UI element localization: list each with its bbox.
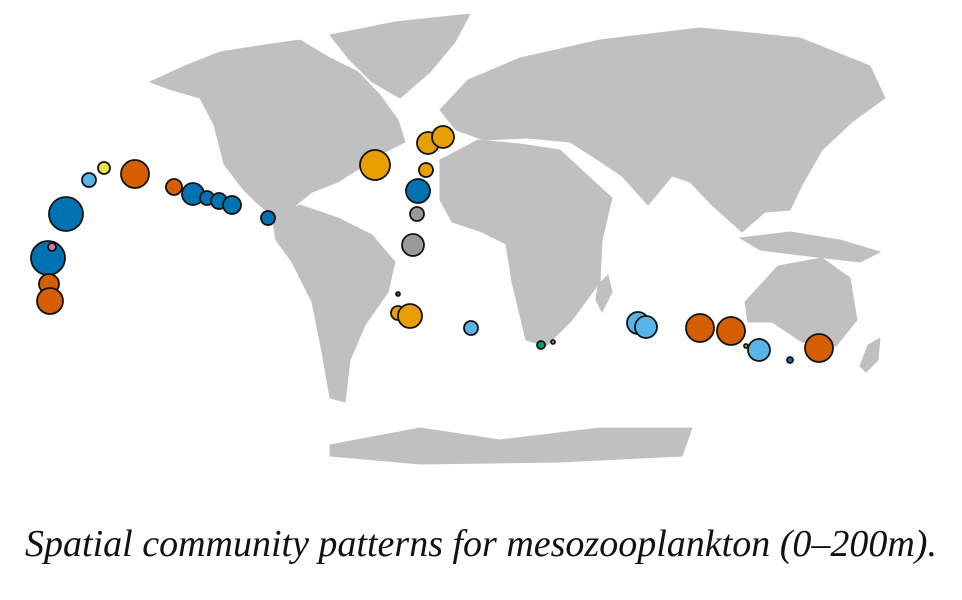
world-map <box>30 13 886 465</box>
station-marker <box>165 178 183 196</box>
australia <box>744 257 858 347</box>
station-marker <box>48 196 84 232</box>
station-marker <box>260 210 276 226</box>
caption: Spatial community patterns for mesozoopl… <box>25 523 937 565</box>
station-marker <box>463 320 479 336</box>
station-marker <box>395 291 401 297</box>
station-marker <box>634 315 658 339</box>
station-marker <box>418 162 434 178</box>
station-marker <box>81 172 97 188</box>
station-marker <box>36 287 64 315</box>
station-marker <box>536 340 546 350</box>
eurasia <box>439 27 886 233</box>
station-marker <box>397 303 423 329</box>
station-marker <box>401 233 425 257</box>
station-marker <box>786 356 794 364</box>
indonesia <box>739 231 881 263</box>
station-marker <box>97 161 111 175</box>
station-marker <box>405 178 431 204</box>
station-marker <box>685 313 715 343</box>
station-marker <box>222 195 242 215</box>
north-america <box>149 39 406 215</box>
sample-stations <box>30 125 834 364</box>
station-marker <box>804 333 834 363</box>
station-marker <box>47 242 57 252</box>
station-marker <box>747 338 771 362</box>
land <box>149 13 886 465</box>
station-marker <box>120 159 150 189</box>
station-marker <box>550 339 556 345</box>
south-america <box>271 204 396 403</box>
antarctica <box>329 427 693 465</box>
africa <box>439 139 613 347</box>
madagascar <box>595 274 613 313</box>
station-marker <box>431 125 455 149</box>
station-marker <box>716 316 746 346</box>
station-marker <box>409 206 425 222</box>
greenland <box>329 13 471 99</box>
station-marker <box>359 149 391 181</box>
new-zealand <box>859 337 881 373</box>
